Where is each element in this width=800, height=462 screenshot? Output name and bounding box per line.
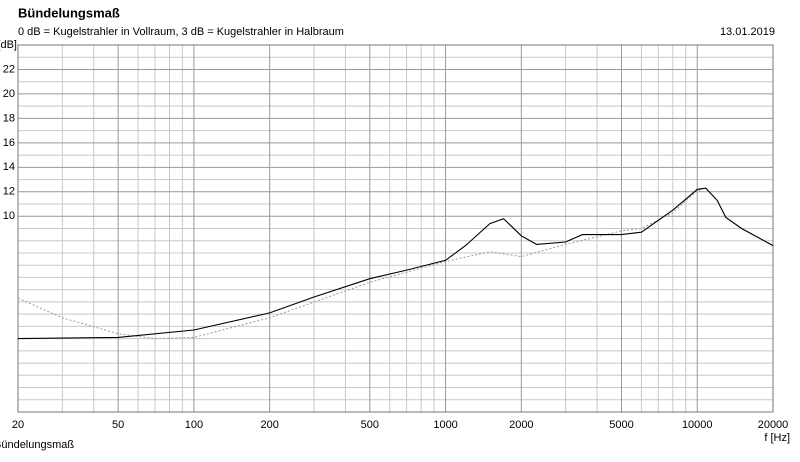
date: 13.01.2019 bbox=[720, 26, 775, 38]
line-series bbox=[17, 187, 774, 340]
y-tick-label: 12 bbox=[3, 186, 15, 198]
x-tick-label: 20000 bbox=[758, 419, 789, 431]
footer: Bündelungsmaß bbox=[0, 439, 74, 451]
x-tick-label: 20 bbox=[12, 419, 24, 431]
y-tick-label: 16 bbox=[3, 137, 15, 149]
chart-subtitle: 0 dB = Kugelstrahler in Vollraum, 3 dB =… bbox=[18, 26, 344, 38]
x-tick-label: 50 bbox=[112, 419, 124, 431]
plot-frame bbox=[17, 44, 774, 413]
y-tick-label: 14 bbox=[3, 161, 15, 173]
y-tick-label: 10 bbox=[3, 210, 15, 222]
x-tick-label: 2000 bbox=[509, 419, 533, 431]
line-series bbox=[17, 187, 774, 340]
x-tick-label: 100 bbox=[185, 419, 203, 431]
x-tick-label: 200 bbox=[260, 419, 278, 431]
y-tick-label: 20 bbox=[3, 88, 15, 100]
x-tick-label: 500 bbox=[361, 419, 379, 431]
y-axis-label: [dB] bbox=[0, 39, 17, 51]
x-tick-label: 5000 bbox=[609, 419, 633, 431]
chart-title: Bündelungsmaß bbox=[18, 5, 120, 20]
y-tick-label: 22 bbox=[3, 63, 15, 75]
y-tick-label: 18 bbox=[3, 112, 15, 124]
x-tick-label: 1000 bbox=[433, 419, 457, 431]
x-tick-label: 10000 bbox=[682, 419, 713, 431]
x-axis-label: f [Hz] bbox=[764, 432, 790, 444]
